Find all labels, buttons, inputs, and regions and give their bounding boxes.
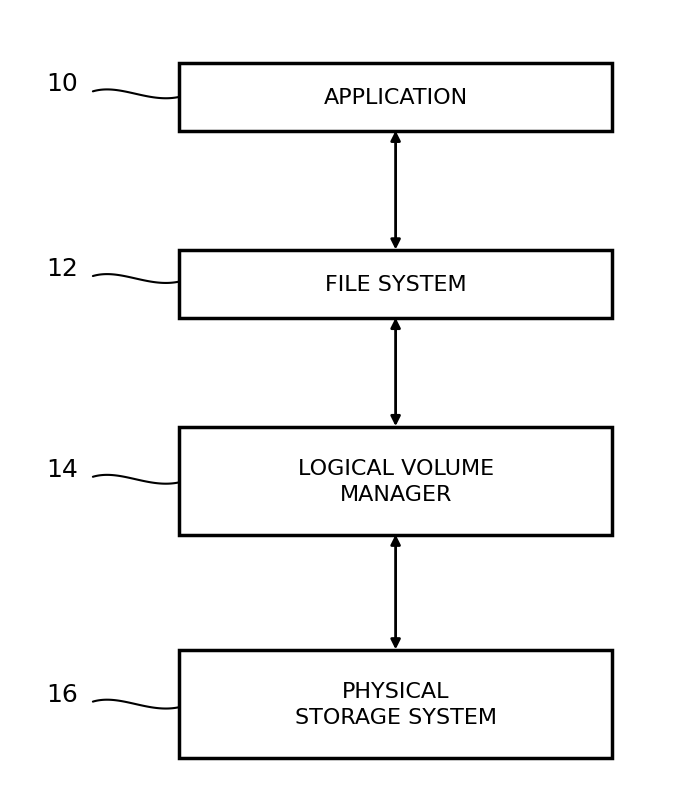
Text: 10: 10 <box>46 72 78 96</box>
Text: APPLICATION: APPLICATION <box>323 88 468 107</box>
Text: PHYSICAL
STORAGE SYSTEM: PHYSICAL STORAGE SYSTEM <box>294 681 497 727</box>
Bar <box>179 427 612 536</box>
Text: 16: 16 <box>46 682 78 706</box>
Text: 14: 14 <box>46 457 78 481</box>
Bar <box>179 650 612 759</box>
Bar <box>179 63 612 132</box>
Text: 12: 12 <box>46 257 78 281</box>
Text: LOGICAL VOLUME
MANAGER: LOGICAL VOLUME MANAGER <box>297 458 494 504</box>
Text: FILE SYSTEM: FILE SYSTEM <box>325 275 466 294</box>
Bar <box>179 250 612 318</box>
